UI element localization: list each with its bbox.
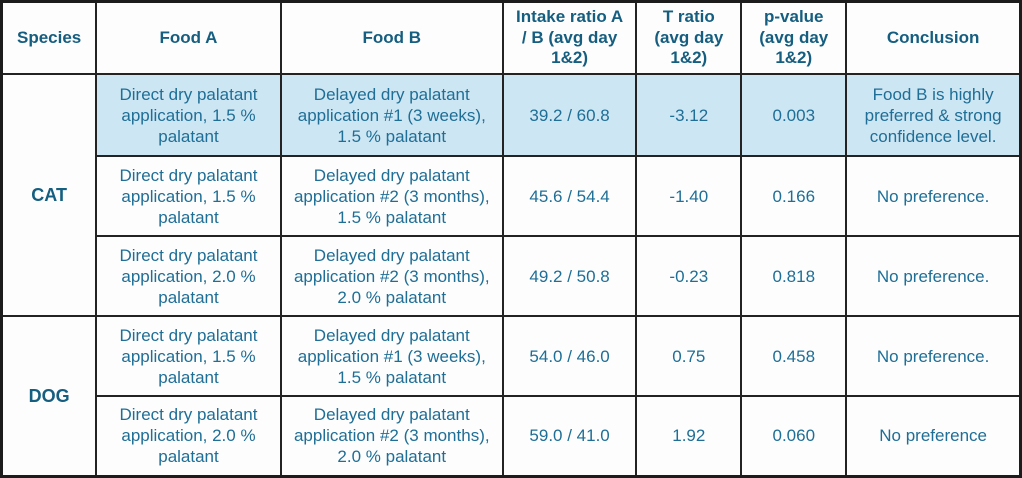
t-ratio-cell: -1.40	[635, 155, 743, 238]
t-ratio-cell: -3.12	[635, 73, 743, 158]
conclusion-cell: No preference.	[845, 315, 1022, 398]
conclusion-cell: Food B is highly preferred & strong conf…	[845, 73, 1022, 158]
header-cell-species: Species	[0, 0, 98, 76]
food-b-cell: Delayed dry palatant application #1 (3 w…	[279, 73, 504, 158]
header-cell-t-ratio: T ratio (avg day 1&2)	[635, 0, 743, 76]
header-cell-food-a: Food A	[95, 0, 282, 76]
food-b-cell: Delayed dry palatant application #1 (3 w…	[279, 315, 504, 398]
food-a-cell: Direct dry palatant application, 2.0 % p…	[95, 235, 282, 318]
intake-ratio-cell: 45.6 / 54.4	[501, 155, 638, 238]
intake-ratio-cell: 59.0 / 41.0	[501, 395, 638, 478]
table-row-dog-2: Direct dry palatant application, 2.0 % p…	[2, 395, 1022, 478]
t-ratio-cell: 0.75	[635, 315, 743, 398]
food-a-cell: Direct dry palatant application, 1.5 % p…	[95, 73, 282, 158]
intake-ratio-cell: 39.2 / 60.8	[501, 73, 638, 158]
conclusion-cell: No preference.	[845, 155, 1022, 238]
header-cell-p-value: p-value (avg day 1&2)	[740, 0, 848, 76]
food-a-cell: Direct dry palatant application, 1.5 % p…	[95, 315, 282, 398]
header-cell-food-b: Food B	[279, 0, 504, 76]
food-a-cell: Direct dry palatant application, 1.5 % p…	[95, 155, 282, 238]
species-cell-dog: DOG	[0, 315, 98, 478]
table-row-cat-3: Direct dry palatant application, 2.0 % p…	[2, 235, 1022, 318]
p-value-cell: 0.166	[740, 155, 848, 238]
p-value-cell: 0.060	[740, 395, 848, 478]
food-b-cell: Delayed dry palatant application #2 (3 m…	[279, 395, 504, 478]
t-ratio-cell: -0.23	[635, 235, 743, 318]
table-row-dog-1: DOG Direct dry palatant application, 1.5…	[0, 315, 1022, 478]
conclusion-cell: No preference.	[845, 235, 1022, 318]
species-cell-cat: CAT	[0, 73, 98, 318]
table-row-cat-1: CAT Direct dry palatant application, 1.5…	[0, 73, 1022, 318]
intake-ratio-cell: 54.0 / 46.0	[501, 315, 638, 398]
header-cell-conclusion: Conclusion	[845, 0, 1022, 76]
conclusion-cell: No preference	[845, 395, 1022, 478]
header-cell-intake-ratio: Intake ratio A / B (avg day 1&2)	[501, 0, 638, 76]
p-value-cell: 0.458	[740, 315, 848, 398]
food-b-cell: Delayed dry palatant application #2 (3 m…	[279, 155, 504, 238]
table-row-cat-2: Direct dry palatant application, 1.5 % p…	[2, 155, 1022, 238]
p-value-cell: 0.818	[740, 235, 848, 318]
p-value-cell: 0.003	[740, 73, 848, 158]
header-row: Species Food A Food B Intake ratio A / B…	[0, 0, 1022, 76]
intake-ratio-cell: 49.2 / 50.8	[501, 235, 638, 318]
food-a-cell: Direct dry palatant application, 2.0 % p…	[95, 395, 282, 478]
t-ratio-cell: 1.92	[635, 395, 743, 478]
food-b-cell: Delayed dry palatant application #2 (3 m…	[279, 235, 504, 318]
